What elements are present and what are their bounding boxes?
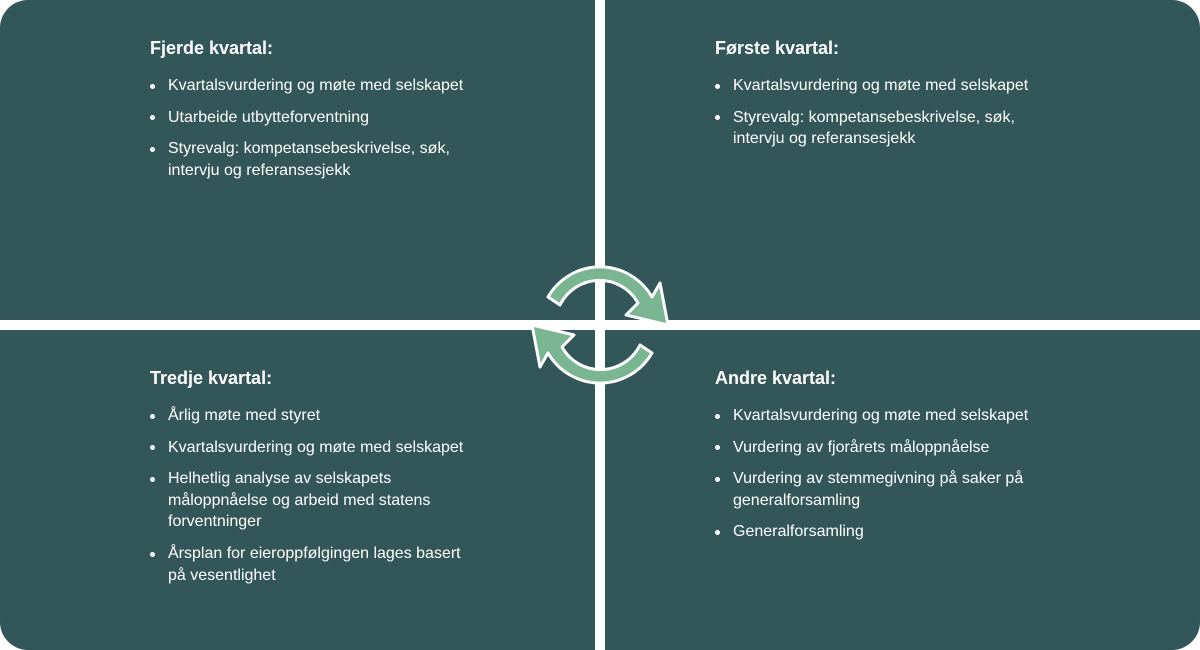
- list-item: Styrevalg: kompetansebeskrivelse, søk, i…: [715, 107, 1045, 150]
- list-item: Kvartalsvurdering og møte med selskapet: [150, 75, 480, 97]
- quadrant-fjerde-kvartal: Fjerde kvartal: Kvartalsvurdering og møt…: [0, 0, 595, 320]
- quadrant-title: Andre kvartal:: [715, 368, 1140, 389]
- list-item: Vurdering av stemmegivning på saker på g…: [715, 468, 1045, 511]
- list-item: Årsplan for eieroppfølgingen lages baser…: [150, 543, 480, 586]
- list-item: Kvartalsvurdering og møte med selskapet: [715, 75, 1045, 97]
- list-item: Vurdering av fjorårets måloppnåelse: [715, 437, 1045, 459]
- list-item: Generalforsamling: [715, 521, 1045, 543]
- quadrant-items: Kvartalsvurdering og møte med selskapet …: [150, 75, 535, 181]
- list-item: Utarbeide utbytteforventning: [150, 107, 480, 129]
- list-item: Styrevalg: kompetansebeskrivelse, søk, i…: [150, 138, 480, 181]
- list-item: Helhetlig analyse av selskapets måloppnå…: [150, 468, 480, 533]
- list-item: Kvartalsvurdering og møte med selskapet: [715, 405, 1045, 427]
- quadrant-title: Fjerde kvartal:: [150, 38, 535, 59]
- quadrant-forste-kvartal: Første kvartal: Kvartalsvurdering og møt…: [605, 0, 1200, 320]
- list-item: Årlig møte med styret: [150, 405, 480, 427]
- quadrant-items: Kvartalsvurdering og møte med selskapet …: [715, 75, 1140, 150]
- quadrant-items: Kvartalsvurdering og møte med selskapet …: [715, 405, 1140, 543]
- quadrant-tredje-kvartal: Tredje kvartal: Årlig møte med styret Kv…: [0, 330, 595, 650]
- quadrant-title: Tredje kvartal:: [150, 368, 535, 389]
- quadrant-title: Første kvartal:: [715, 38, 1140, 59]
- quadrant-grid: Fjerde kvartal: Kvartalsvurdering og møt…: [0, 0, 1200, 650]
- quadrant-items: Årlig møte med styret Kvartalsvurdering …: [150, 405, 535, 586]
- quadrant-andre-kvartal: Andre kvartal: Kvartalsvurdering og møte…: [605, 330, 1200, 650]
- list-item: Kvartalsvurdering og møte med selskapet: [150, 437, 480, 459]
